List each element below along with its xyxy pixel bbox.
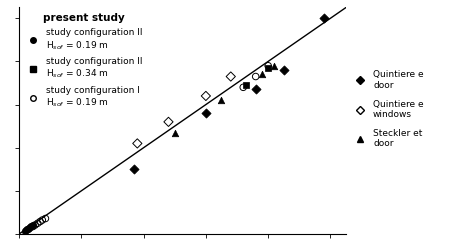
Point — [239, 85, 247, 89]
Point — [130, 167, 138, 171]
Point — [258, 72, 266, 76]
Legend: Quintiere e
door, Quintiere e
windows, Steckler et
door: Quintiere e door, Quintiere e windows, S… — [351, 69, 425, 149]
Point — [27, 225, 34, 229]
Point — [29, 223, 36, 227]
Point — [34, 221, 41, 225]
Point — [320, 16, 328, 20]
Point — [22, 228, 29, 232]
Point — [134, 141, 141, 145]
Point — [31, 223, 39, 227]
Point — [25, 226, 33, 230]
Point — [27, 224, 35, 228]
Point — [218, 98, 225, 102]
Point — [264, 64, 272, 68]
Point — [29, 225, 37, 229]
Point — [38, 218, 46, 222]
Point — [171, 131, 179, 135]
Point — [23, 227, 30, 231]
Point — [264, 66, 272, 70]
Point — [42, 217, 49, 221]
Point — [227, 74, 235, 78]
Point — [271, 64, 278, 68]
Point — [24, 227, 31, 231]
Point — [243, 83, 250, 87]
Point — [202, 94, 210, 98]
Point — [252, 87, 259, 91]
Point — [252, 74, 259, 78]
Point — [36, 220, 44, 224]
Point — [164, 120, 172, 124]
Point — [21, 229, 28, 233]
Point — [280, 68, 288, 72]
Point — [202, 111, 210, 115]
